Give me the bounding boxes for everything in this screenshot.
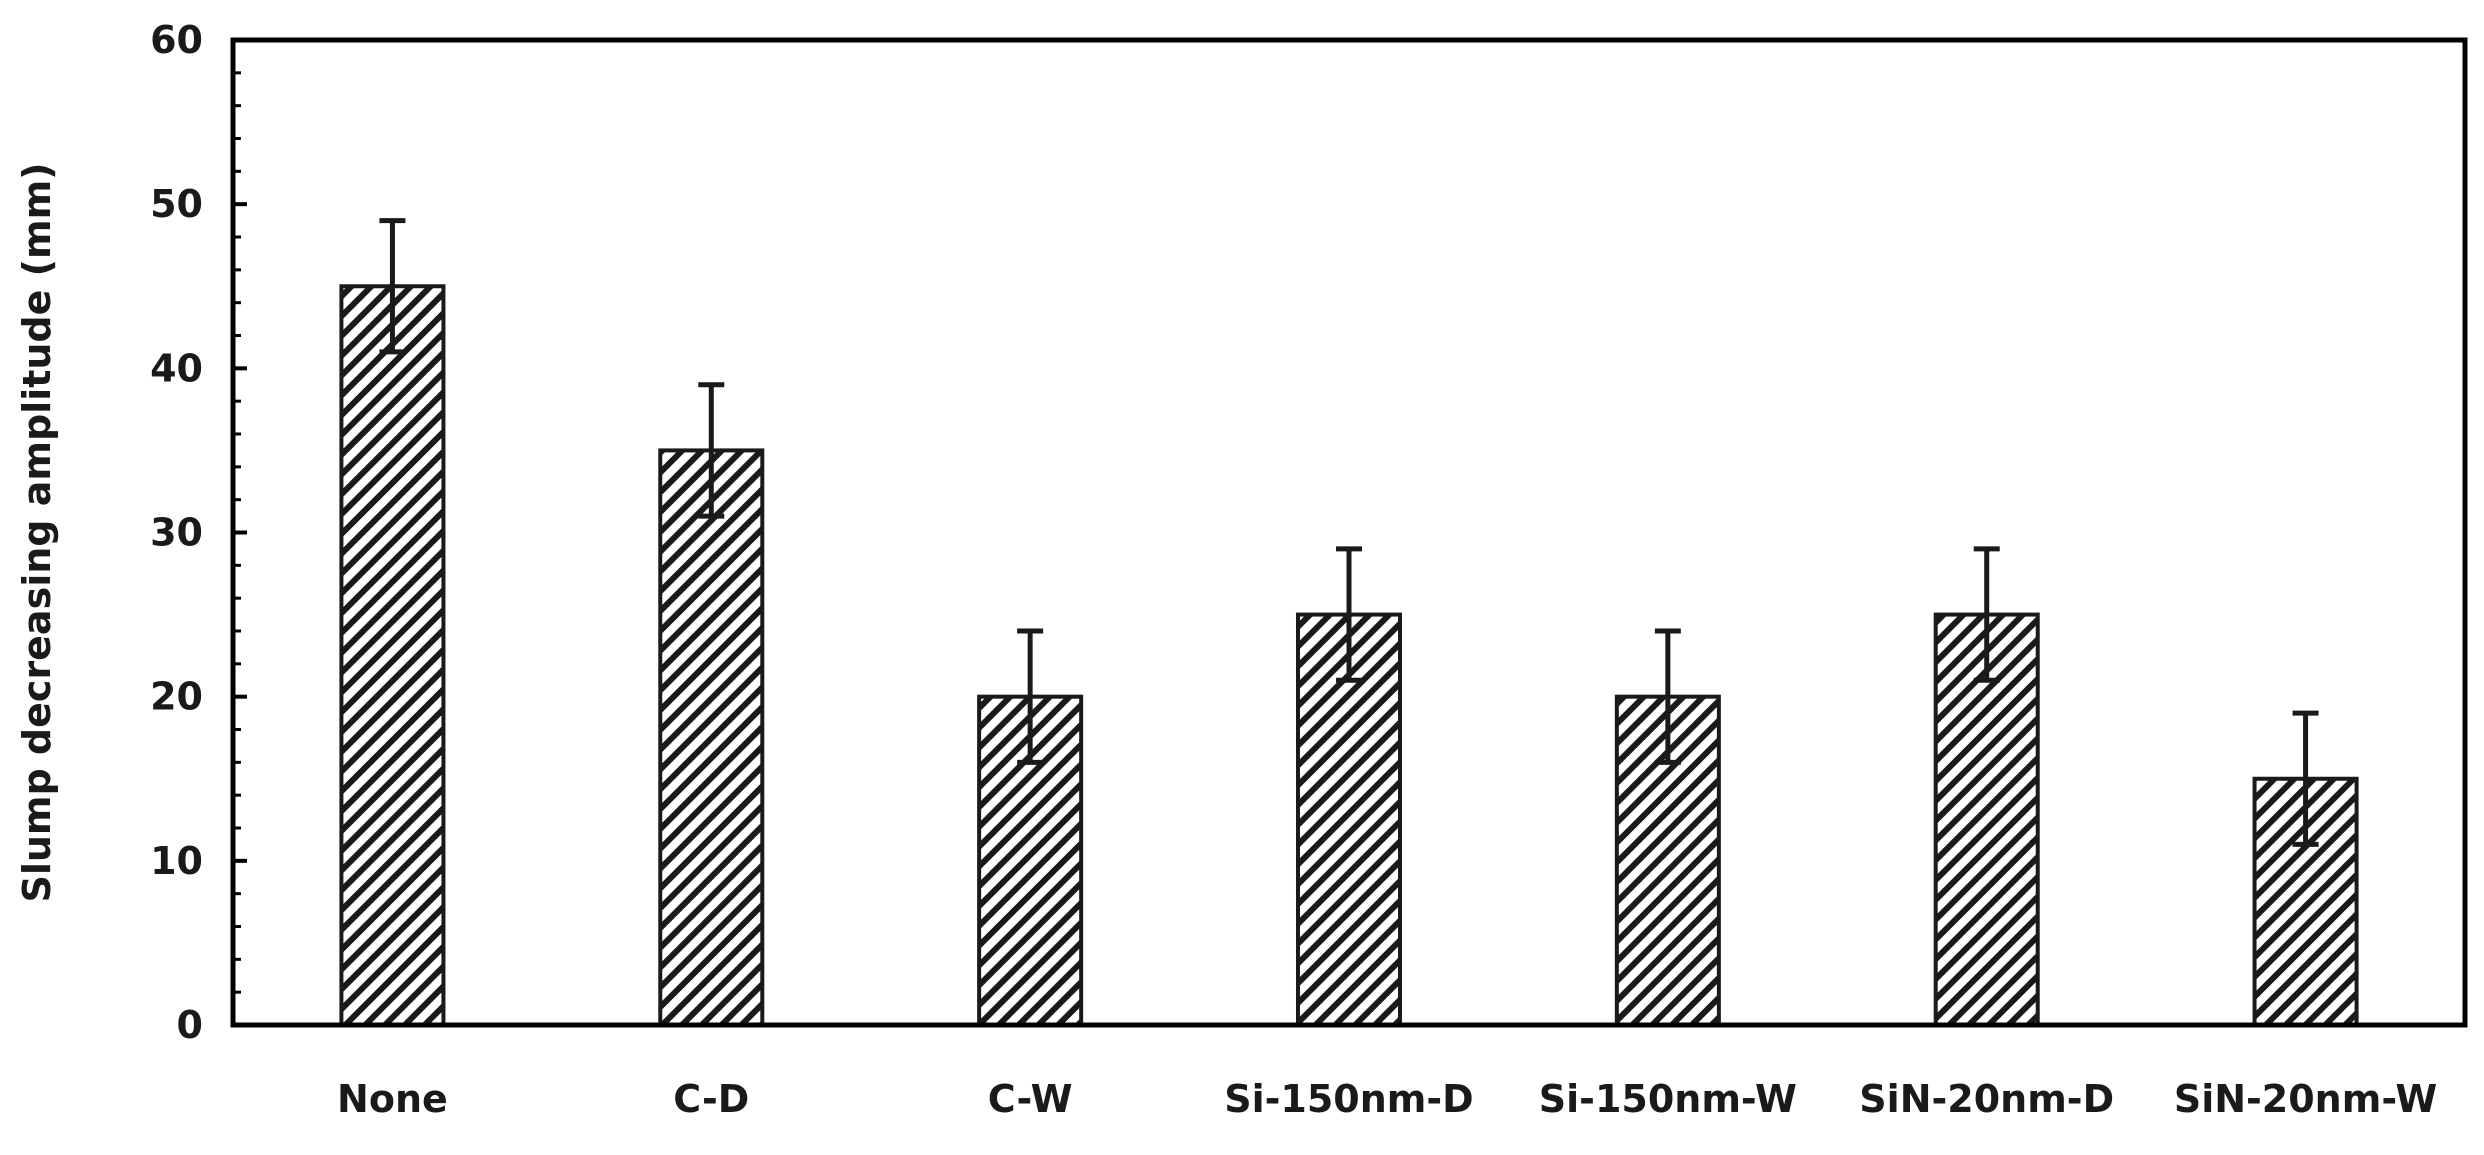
y-tick-label: 40: [150, 346, 203, 390]
bar: [1933, 612, 2040, 1027]
y-tick-label: 30: [150, 511, 203, 555]
x-category-label: SiN-20nm-D: [1859, 1077, 2114, 1121]
y-axis-ticks: 0 10 20 30 40 50 60: [150, 18, 247, 1047]
y-tick-label: 60: [150, 18, 203, 62]
bar: [1295, 612, 1403, 1027]
x-category-label: Si-150nm-W: [1539, 1077, 1797, 1121]
error-bars-layer: [379, 218, 2319, 847]
bar: [1614, 694, 1721, 1028]
category-labels: None C-D C-W Si-150nm-D Si-150nm-W SiN-20nm-D…: [337, 1077, 2437, 1121]
y-tick-label: 50: [150, 182, 203, 226]
x-category-label: SiN-20nm-W: [2174, 1077, 2437, 1121]
x-category-label: C-D: [673, 1077, 749, 1121]
y-tick-label: 0: [177, 1003, 203, 1047]
y-tick-label: 20: [150, 675, 203, 719]
x-category-label: None: [337, 1077, 448, 1121]
bar: [658, 448, 765, 1027]
x-category-label: C-W: [988, 1077, 1073, 1121]
bar: [339, 284, 446, 1027]
y-tick-label: 10: [150, 839, 203, 883]
x-category-label: Si-150nm-D: [1224, 1077, 1473, 1121]
y-axis-title: Slump decreasing amplitude (mm): [15, 162, 59, 902]
plot-area-frame: [230, 37, 2468, 1028]
